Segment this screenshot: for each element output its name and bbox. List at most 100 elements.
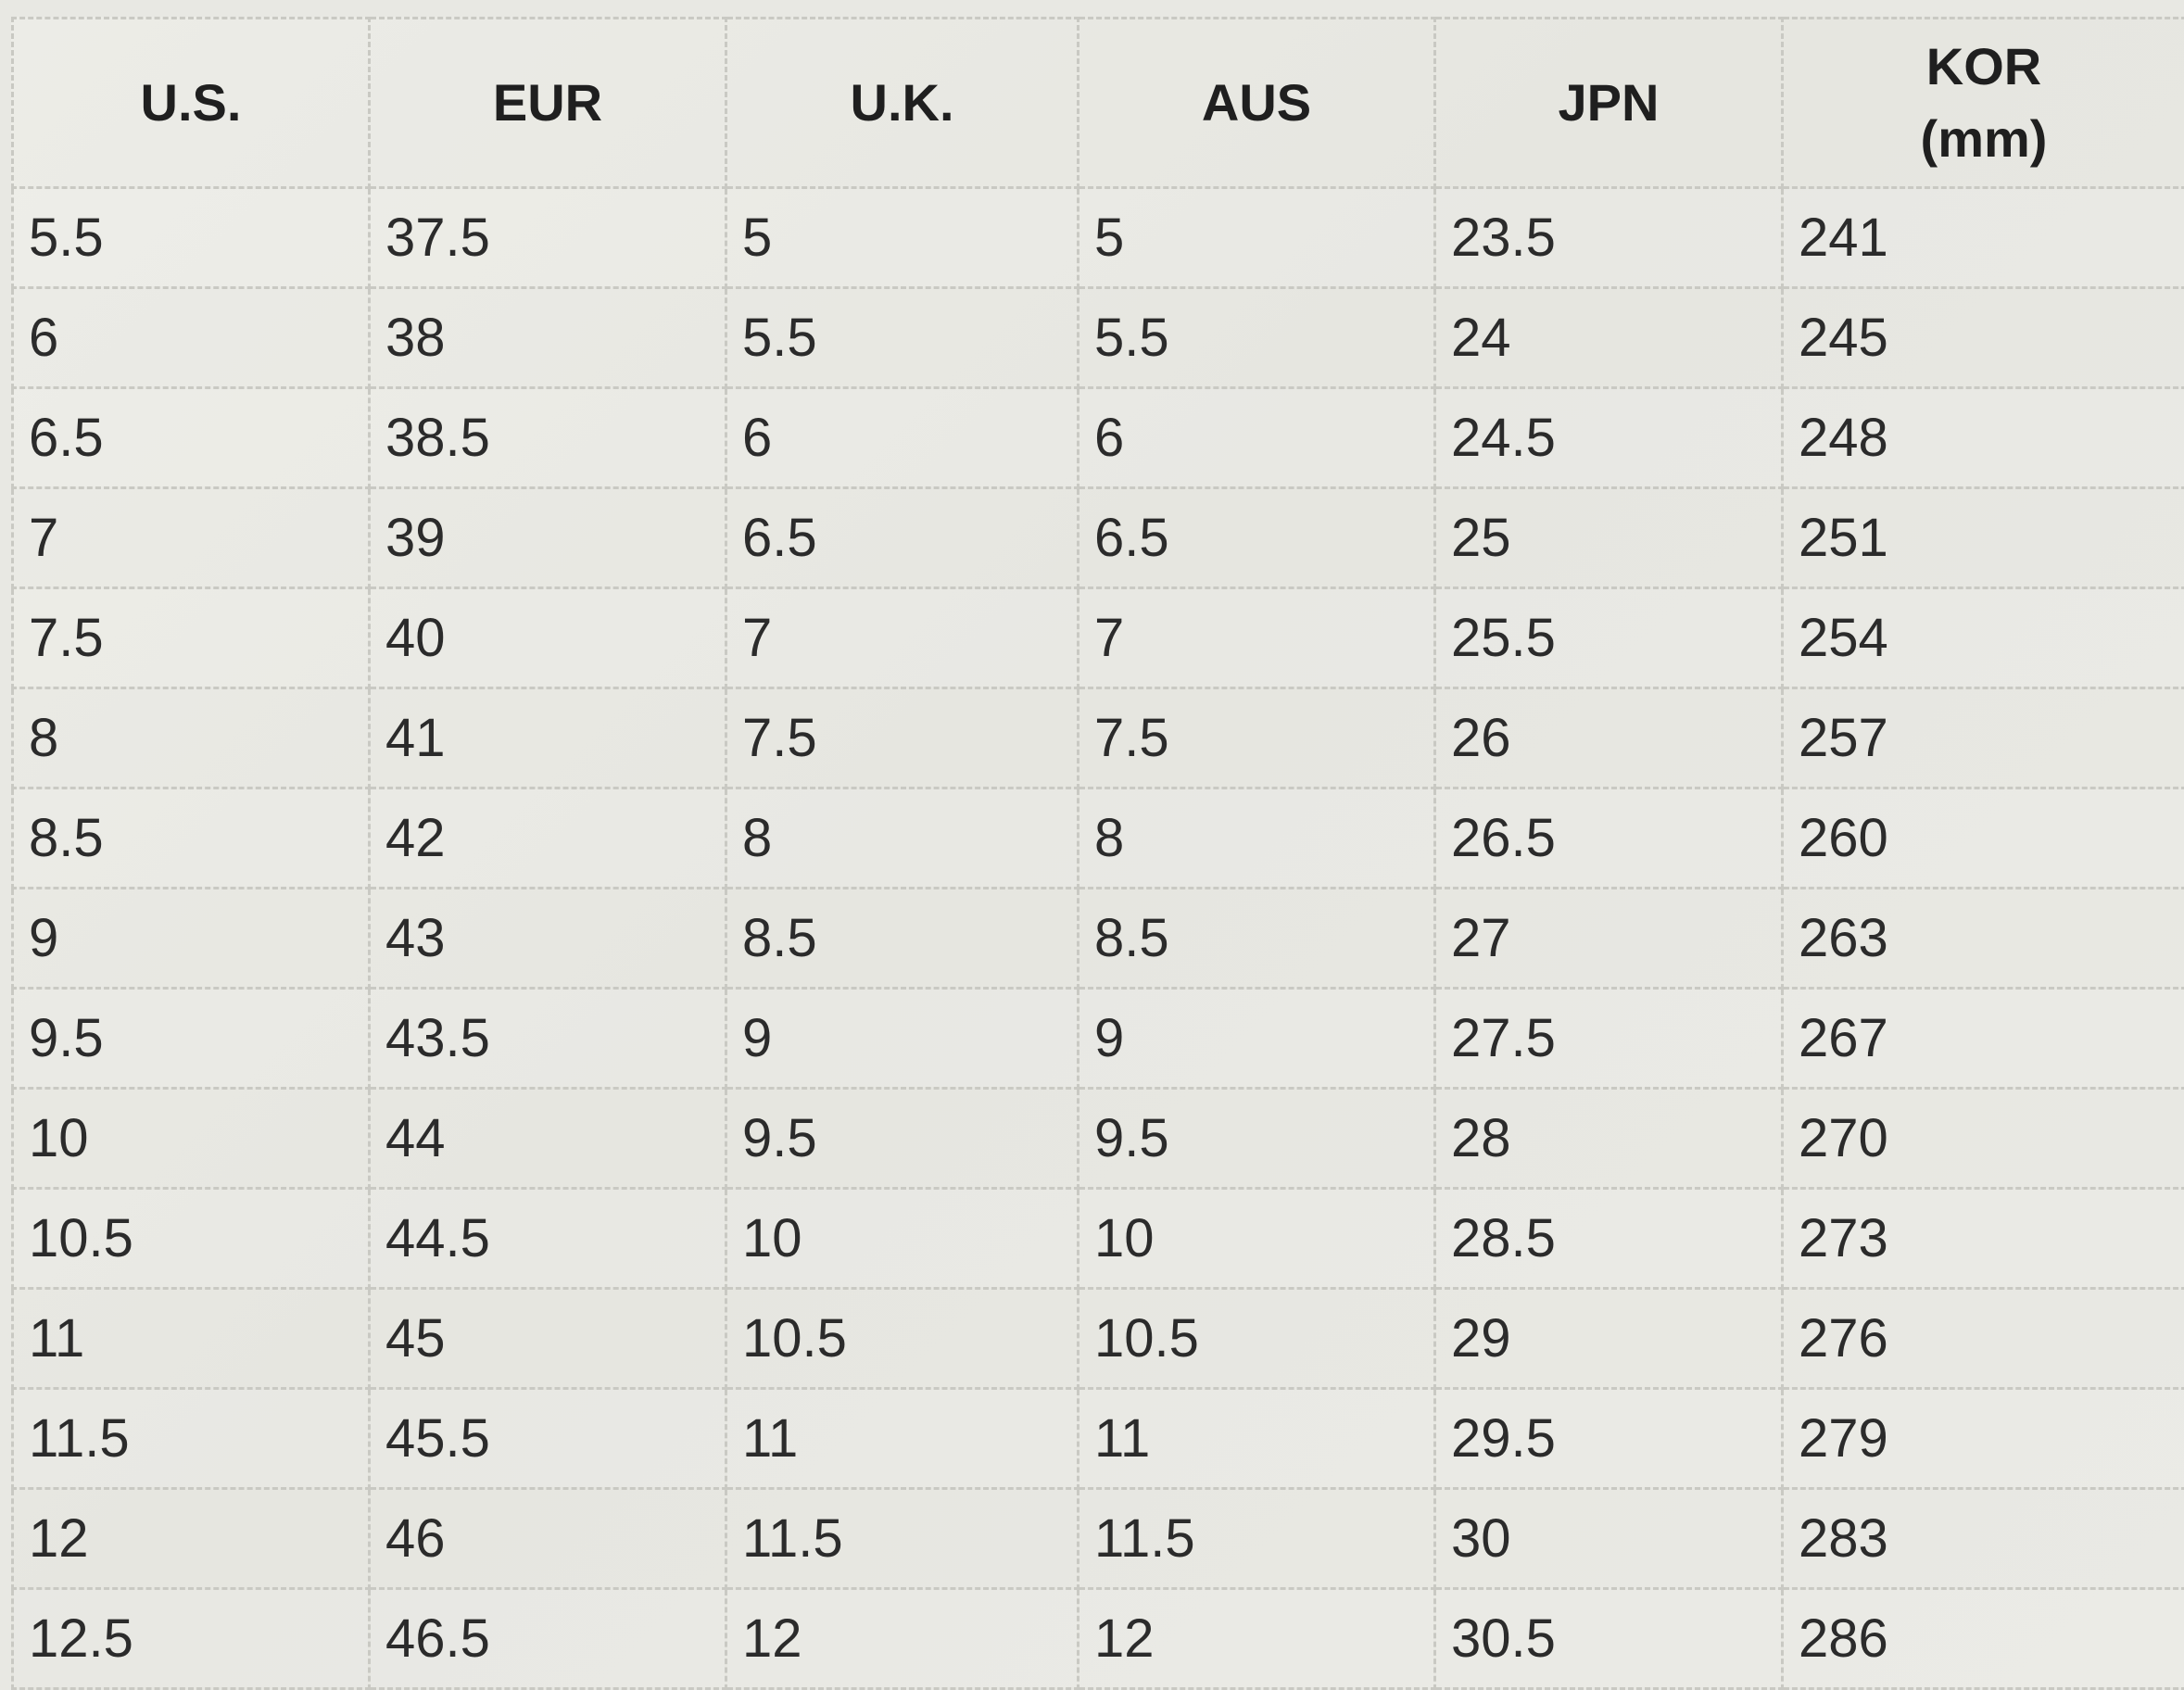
cell-kor: 263	[1781, 887, 2184, 990]
cell-uk: 5	[725, 186, 1079, 289]
cell-kor: 273	[1781, 1187, 2184, 1290]
cell-eur: 43.5	[368, 987, 727, 1090]
cell-eur: 37.5	[368, 186, 727, 289]
cell-us: 10.5	[11, 1187, 371, 1290]
cell-jpn: 28	[1433, 1087, 1784, 1190]
cell-eur: 45	[368, 1287, 727, 1390]
cell-aus: 6	[1077, 386, 1436, 489]
cell-uk: 7	[725, 586, 1079, 689]
table-row: 12 46 11.5 11.5 30 283	[11, 1487, 2184, 1590]
table-row: 7.5 40 7 7 25.5 254	[11, 586, 2184, 689]
cell-us: 7	[11, 486, 371, 589]
cell-us: 9	[11, 887, 371, 990]
cell-eur: 44	[368, 1087, 727, 1190]
cell-jpn: 23.5	[1433, 186, 1784, 289]
cell-aus: 11.5	[1077, 1487, 1436, 1590]
table-row: 6 38 5.5 5.5 24 245	[11, 286, 2184, 389]
cell-uk: 8	[725, 787, 1079, 889]
cell-kor: 283	[1781, 1487, 2184, 1590]
cell-kor: 254	[1781, 586, 2184, 689]
cell-us: 12.5	[11, 1587, 371, 1690]
cell-jpn: 25	[1433, 486, 1784, 589]
cell-kor: 241	[1781, 186, 2184, 289]
cell-us: 6	[11, 286, 371, 389]
cell-eur: 39	[368, 486, 727, 589]
cell-jpn: 28.5	[1433, 1187, 1784, 1290]
cell-jpn: 30.5	[1433, 1587, 1784, 1690]
header-kor: KOR (mm)	[1781, 17, 2184, 189]
cell-kor: 286	[1781, 1587, 2184, 1690]
cell-aus: 7.5	[1077, 687, 1436, 789]
cell-us: 8.5	[11, 787, 371, 889]
cell-eur: 43	[368, 887, 727, 990]
table-row: 6.5 38.5 6 6 24.5 248	[11, 386, 2184, 489]
cell-us: 8	[11, 687, 371, 789]
header-eur: EUR	[368, 17, 727, 189]
cell-kor: 270	[1781, 1087, 2184, 1190]
table-row: 8 41 7.5 7.5 26 257	[11, 687, 2184, 789]
cell-jpn: 30	[1433, 1487, 1784, 1590]
cell-eur: 40	[368, 586, 727, 689]
cell-aus: 11	[1077, 1387, 1436, 1490]
cell-jpn: 26.5	[1433, 787, 1784, 889]
cell-us: 10	[11, 1087, 371, 1190]
cell-eur: 44.5	[368, 1187, 727, 1290]
cell-kor: 267	[1781, 987, 2184, 1090]
cell-us: 11.5	[11, 1387, 371, 1490]
table-body: 5.5 37.5 5 5 23.5 241 6 38 5.5 5.5 24 245 6.5 38.5 6 6 2…	[11, 186, 2184, 1690]
cell-uk: 12	[725, 1587, 1079, 1690]
cell-jpn: 24.5	[1433, 386, 1784, 489]
cell-kor: 251	[1781, 486, 2184, 589]
cell-aus: 9	[1077, 987, 1436, 1090]
cell-eur: 42	[368, 787, 727, 889]
header-aus: AUS	[1077, 17, 1436, 189]
cell-aus: 7	[1077, 586, 1436, 689]
cell-us: 5.5	[11, 186, 371, 289]
table-row: 9 43 8.5 8.5 27 263	[11, 887, 2184, 990]
cell-us: 9.5	[11, 987, 371, 1090]
cell-uk: 10.5	[725, 1287, 1079, 1390]
cell-uk: 8.5	[725, 887, 1079, 990]
cell-uk: 11.5	[725, 1487, 1079, 1590]
cell-uk: 9	[725, 987, 1079, 1090]
cell-uk: 11	[725, 1387, 1079, 1490]
cell-jpn: 29	[1433, 1287, 1784, 1390]
cell-kor: 260	[1781, 787, 2184, 889]
cell-aus: 8	[1077, 787, 1436, 889]
header-row: U.S. EUR U.K. AUS JPN KOR (mm)	[11, 17, 2184, 189]
cell-us: 11	[11, 1287, 371, 1390]
cell-aus: 5	[1077, 186, 1436, 289]
cell-uk: 6	[725, 386, 1079, 489]
table-row: 5.5 37.5 5 5 23.5 241	[11, 186, 2184, 289]
cell-kor: 276	[1781, 1287, 2184, 1390]
size-chart-sheet: U.S. EUR U.K. AUS JPN KOR (mm) 5.5 37.5 5 5…	[11, 17, 2184, 1690]
table-row: 8.5 42 8 8 26.5 260	[11, 787, 2184, 889]
header-uk: U.K.	[725, 17, 1079, 189]
cell-uk: 6.5	[725, 486, 1079, 589]
cell-jpn: 26	[1433, 687, 1784, 789]
cell-kor: 248	[1781, 386, 2184, 489]
table-row: 7 39 6.5 6.5 25 251	[11, 486, 2184, 589]
cell-aus: 5.5	[1077, 286, 1436, 389]
table-row: 11 45 10.5 10.5 29 276	[11, 1287, 2184, 1390]
cell-eur: 46	[368, 1487, 727, 1590]
cell-aus: 6.5	[1077, 486, 1436, 589]
table-row: 12.5 46.5 12 12 30.5 286	[11, 1587, 2184, 1690]
cell-us: 6.5	[11, 386, 371, 489]
shoe-size-conversion-table: U.S. EUR U.K. AUS JPN KOR (mm) 5.5 37.5 5 5…	[11, 17, 2184, 1690]
cell-kor: 279	[1781, 1387, 2184, 1490]
table-row: 10.5 44.5 10 10 28.5 273	[11, 1187, 2184, 1290]
cell-jpn: 27.5	[1433, 987, 1784, 1090]
cell-uk: 5.5	[725, 286, 1079, 389]
cell-aus: 10.5	[1077, 1287, 1436, 1390]
cell-eur: 41	[368, 687, 727, 789]
cell-jpn: 27	[1433, 887, 1784, 990]
cell-kor: 257	[1781, 687, 2184, 789]
cell-aus: 10	[1077, 1187, 1436, 1290]
table-row: 9.5 43.5 9 9 27.5 267	[11, 987, 2184, 1090]
header-us: U.S.	[11, 17, 371, 189]
header-jpn: JPN	[1433, 17, 1784, 189]
cell-uk: 10	[725, 1187, 1079, 1290]
cell-eur: 38	[368, 286, 727, 389]
cell-eur: 45.5	[368, 1387, 727, 1490]
